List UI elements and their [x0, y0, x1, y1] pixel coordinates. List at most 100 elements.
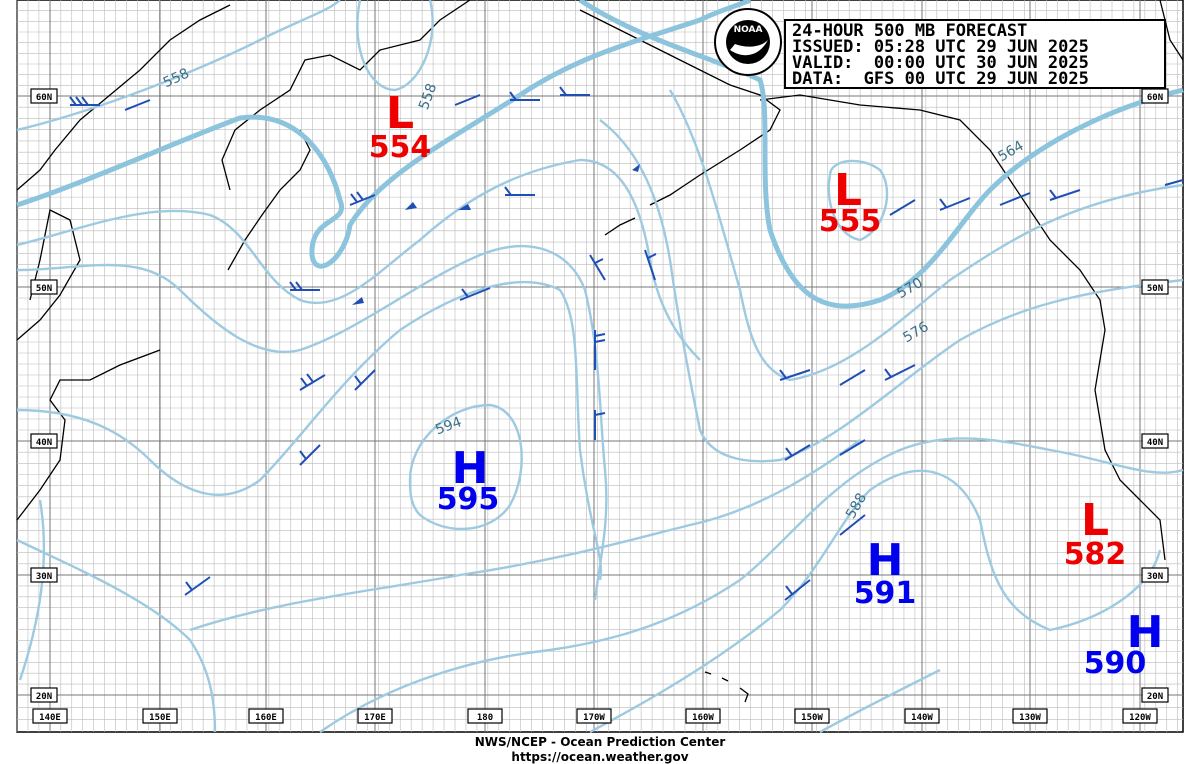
header-valid: VALID: 00:00 UTC 30 JUN 2025	[792, 53, 1089, 73]
lon-label-box	[357, 708, 393, 724]
coastlines	[16, 0, 1184, 703]
lat-label-box	[1141, 279, 1169, 295]
grid	[16, 0, 1183, 732]
contour	[408, 403, 523, 531]
lat-label-box	[30, 433, 58, 449]
center-value: 590	[1084, 646, 1147, 681]
contour	[16, 0, 752, 269]
lon-label-box	[794, 708, 830, 724]
contour	[668, 89, 1184, 382]
contour	[18, 499, 46, 681]
lon-label-box	[142, 708, 178, 724]
contour	[16, 280, 603, 581]
coastline	[604, 217, 636, 236]
lat-label-box	[1141, 433, 1169, 449]
map-frame	[16, 0, 1184, 733]
noaa-logo: NOAA	[714, 8, 782, 76]
lat-label: 30N	[36, 572, 52, 582]
lon-label-box	[1122, 708, 1158, 724]
coastline	[579, 9, 781, 206]
lat-label: 20N	[1147, 692, 1163, 702]
lat-label-box	[1141, 687, 1169, 703]
lat-label-box	[1141, 567, 1169, 583]
lon-label: 170W	[583, 713, 605, 723]
logo-bird	[730, 40, 768, 56]
center-value: 554	[369, 130, 432, 165]
lon-label: 120W	[1129, 713, 1151, 723]
contour	[356, 0, 434, 92]
lon-label-box	[576, 708, 612, 724]
contour	[189, 439, 861, 632]
header-issued: ISSUED: 05:28 UTC 29 JUN 2025	[792, 37, 1089, 57]
lon-label: 170E	[364, 713, 386, 723]
contour	[319, 437, 1184, 733]
wind-barbs	[69, 86, 1184, 601]
coastline	[16, 349, 161, 521]
lat-label: 40N	[36, 438, 52, 448]
coastline	[16, 209, 81, 341]
lon-label: 160W	[692, 713, 714, 723]
coastline	[227, 129, 311, 271]
lat-label-box	[30, 88, 58, 104]
header-data: DATA: GFS 00 UTC 29 JUN 2025	[792, 69, 1089, 89]
lon-label-box	[32, 708, 68, 724]
lat-label: 50N	[36, 284, 52, 294]
footer-url: https://ocean.weather.gov	[511, 750, 688, 764]
center-letter: H	[1127, 607, 1164, 658]
center-value: 595	[437, 482, 500, 517]
lat-label: 30N	[1147, 572, 1163, 582]
lon-label-box	[904, 708, 940, 724]
lon-label: 150E	[149, 713, 171, 723]
lat-label-box	[30, 687, 58, 703]
coastline	[16, 4, 231, 191]
lat-label: 40N	[1147, 438, 1163, 448]
header-title: 24-HOUR 500 MB FORECAST	[792, 21, 1027, 41]
contour	[16, 245, 608, 601]
center-value: 582	[1064, 537, 1127, 572]
center-letter: H	[867, 535, 904, 586]
contour	[599, 119, 1184, 463]
center-letter: H	[452, 443, 489, 494]
lon-label: 160E	[255, 713, 277, 723]
lon-label: 140W	[911, 713, 933, 723]
center-value: 591	[854, 576, 917, 611]
lat-label: 60N	[36, 93, 52, 103]
lat-label-box	[30, 279, 58, 295]
lon-label: 180	[477, 713, 493, 723]
height-contours	[16, 0, 1184, 734]
header-frame	[784, 19, 1166, 89]
contour	[16, 0, 341, 132]
lon-label-box	[248, 708, 284, 724]
center-value: 555	[819, 204, 882, 239]
axis-labels: 140E 150E 160E 170E 180 170W 160W 150W 140W 130W 1…	[30, 88, 1169, 724]
coastline	[221, 0, 471, 191]
center-letter: L	[1081, 495, 1109, 546]
header-box: 24-HOUR 500 MB FORECAST ISSUED: 05:28 UT…	[784, 19, 1166, 89]
coastline	[759, 94, 1166, 561]
coastline	[1159, 0, 1184, 61]
contour	[819, 668, 941, 734]
center-letter: L	[834, 165, 862, 216]
footer-agency: NWS/NCEP - Ocean Prediction Center	[475, 735, 726, 749]
center-letter: L	[386, 88, 414, 139]
lon-label: 130W	[1019, 713, 1041, 723]
lon-label-box	[685, 708, 721, 724]
lat-label-box	[30, 567, 58, 583]
lat-label: 50N	[1147, 284, 1163, 294]
lon-label: 150W	[801, 713, 823, 723]
wind-barb	[69, 86, 1184, 601]
contour	[827, 159, 889, 242]
lon-label-box	[467, 708, 503, 724]
lon-label: 140E	[39, 713, 61, 723]
contour	[16, 538, 217, 733]
lon-label-box	[1012, 708, 1048, 724]
contour	[589, 469, 1162, 734]
contour	[16, 158, 701, 361]
logo-text: NOAA	[734, 25, 763, 35]
lat-label: 60N	[1147, 93, 1163, 103]
lat-label: 20N	[36, 692, 52, 702]
islands	[704, 671, 749, 703]
